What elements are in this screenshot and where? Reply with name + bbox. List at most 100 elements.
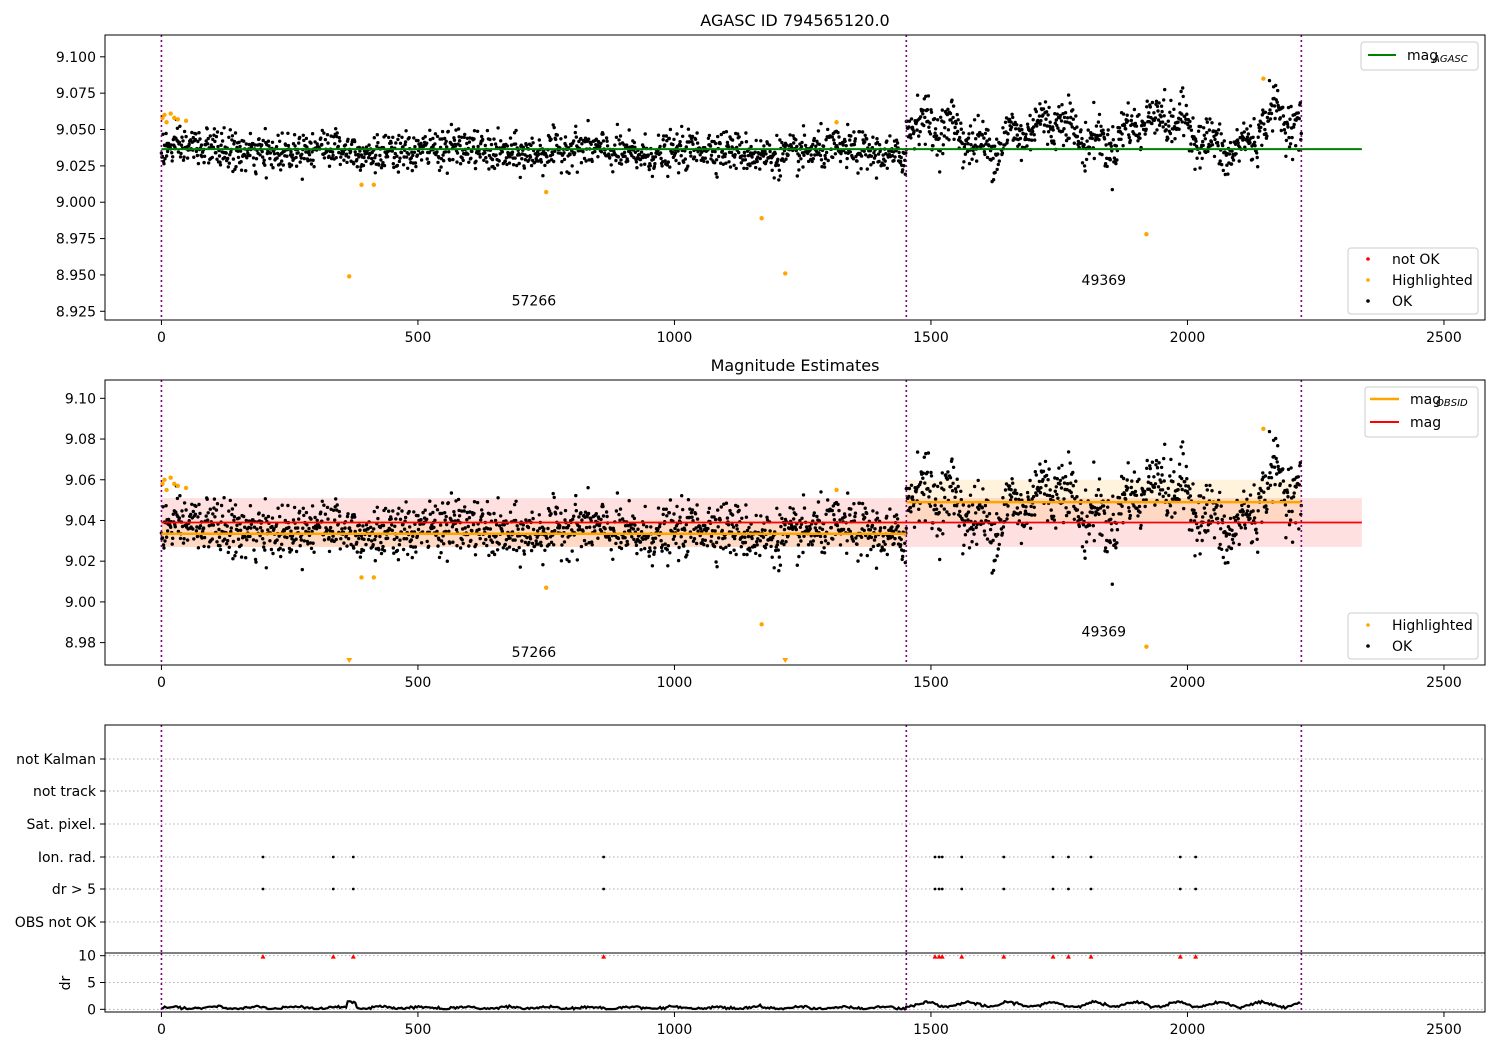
ok-point bbox=[1110, 528, 1114, 532]
ok-point bbox=[951, 115, 955, 120]
ok-point bbox=[1205, 488, 1210, 492]
ok-point bbox=[1221, 555, 1226, 560]
ok-point bbox=[1055, 123, 1059, 128]
ok-point bbox=[1137, 132, 1142, 136]
ok-point bbox=[622, 143, 626, 147]
ok-point bbox=[1154, 458, 1159, 463]
ok-point bbox=[692, 155, 697, 159]
ok-point bbox=[1268, 471, 1272, 475]
ok-point bbox=[297, 517, 301, 521]
ok-point bbox=[996, 532, 1000, 537]
ok-point bbox=[1051, 125, 1055, 129]
ok-point bbox=[635, 551, 639, 556]
ok-point bbox=[924, 451, 928, 456]
ok-point bbox=[722, 502, 726, 506]
ok-point bbox=[919, 480, 923, 484]
ok-point bbox=[551, 491, 555, 496]
ok-point bbox=[592, 525, 596, 529]
ok-point bbox=[806, 543, 811, 547]
ok-point bbox=[463, 526, 467, 530]
flag-category-label: OBS not OK bbox=[15, 915, 97, 931]
ok-point bbox=[877, 543, 881, 547]
ok-point bbox=[1093, 133, 1097, 137]
ok-point bbox=[590, 540, 594, 544]
ok-point bbox=[997, 542, 1001, 547]
ok-point bbox=[1273, 116, 1277, 121]
ok-point bbox=[279, 554, 283, 559]
ok-point bbox=[1237, 542, 1241, 547]
y-tick-label: 9.02 bbox=[65, 554, 96, 570]
ok-point bbox=[1061, 112, 1065, 116]
ok-point bbox=[861, 513, 865, 517]
ok-point bbox=[579, 161, 584, 165]
ok-point bbox=[1025, 144, 1029, 148]
ok-point bbox=[312, 165, 316, 169]
ok-point bbox=[214, 151, 218, 155]
ok-point bbox=[239, 168, 244, 172]
ok-point bbox=[1092, 539, 1097, 543]
ok-point bbox=[939, 132, 943, 136]
ok-point bbox=[871, 160, 876, 165]
ok-point bbox=[262, 541, 266, 545]
ok-point bbox=[956, 129, 960, 134]
ok-point bbox=[955, 504, 959, 508]
ok-point bbox=[358, 149, 362, 153]
ok-point bbox=[1215, 516, 1220, 521]
ok-point bbox=[800, 140, 804, 145]
ok-point bbox=[325, 527, 329, 532]
ok-point bbox=[832, 518, 837, 522]
ok-point bbox=[1229, 546, 1234, 551]
ok-point bbox=[517, 161, 521, 166]
ok-point bbox=[480, 508, 484, 512]
ok-point bbox=[1028, 478, 1032, 483]
ok-point bbox=[336, 144, 340, 149]
ok-point bbox=[745, 166, 749, 171]
ok-point bbox=[1001, 525, 1006, 529]
ok-point bbox=[198, 511, 202, 516]
ok-point bbox=[959, 489, 963, 493]
ok-point bbox=[854, 536, 858, 540]
ok-point bbox=[1268, 108, 1272, 112]
ok-point bbox=[1145, 466, 1149, 470]
ok-point bbox=[1021, 504, 1026, 508]
ok-point bbox=[348, 149, 353, 154]
ok-point bbox=[1009, 125, 1014, 129]
ok-point bbox=[832, 138, 836, 142]
ok-point bbox=[292, 505, 297, 510]
ok-point bbox=[338, 162, 342, 167]
ok-point bbox=[617, 138, 621, 142]
ok-point bbox=[523, 158, 528, 162]
ok-point bbox=[338, 514, 342, 518]
ok-point bbox=[476, 144, 480, 149]
ok-point bbox=[1063, 474, 1068, 479]
ok-point bbox=[1181, 440, 1185, 444]
ok-point bbox=[776, 548, 780, 552]
ok-point bbox=[1093, 506, 1097, 510]
ok-point bbox=[160, 536, 165, 540]
ok-point bbox=[1218, 490, 1222, 495]
ok-point bbox=[410, 168, 414, 173]
ok-point bbox=[1056, 126, 1060, 130]
ok-point bbox=[1267, 429, 1272, 434]
ok-point bbox=[472, 511, 476, 516]
ok-point bbox=[822, 161, 826, 166]
ok-point bbox=[649, 151, 653, 156]
ok-point bbox=[268, 539, 272, 543]
ok-point bbox=[758, 167, 762, 171]
ok-point bbox=[206, 136, 210, 141]
ok-point bbox=[819, 158, 824, 162]
ok-point bbox=[883, 542, 887, 546]
ok-point bbox=[826, 158, 830, 163]
ok-point bbox=[390, 523, 394, 527]
ok-point bbox=[195, 534, 200, 539]
ok-point bbox=[1206, 529, 1210, 533]
ok-point bbox=[851, 539, 856, 543]
ok-point bbox=[563, 135, 568, 139]
x-tick-label: 500 bbox=[405, 675, 432, 691]
ok-point bbox=[1070, 125, 1074, 129]
ok-point bbox=[522, 166, 527, 170]
ok-point bbox=[1283, 131, 1288, 135]
ok-point bbox=[236, 149, 240, 153]
ok-point bbox=[709, 153, 714, 157]
ok-point bbox=[161, 543, 166, 547]
